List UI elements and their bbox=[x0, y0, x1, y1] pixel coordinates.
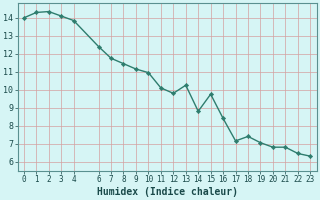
X-axis label: Humidex (Indice chaleur): Humidex (Indice chaleur) bbox=[97, 186, 237, 197]
